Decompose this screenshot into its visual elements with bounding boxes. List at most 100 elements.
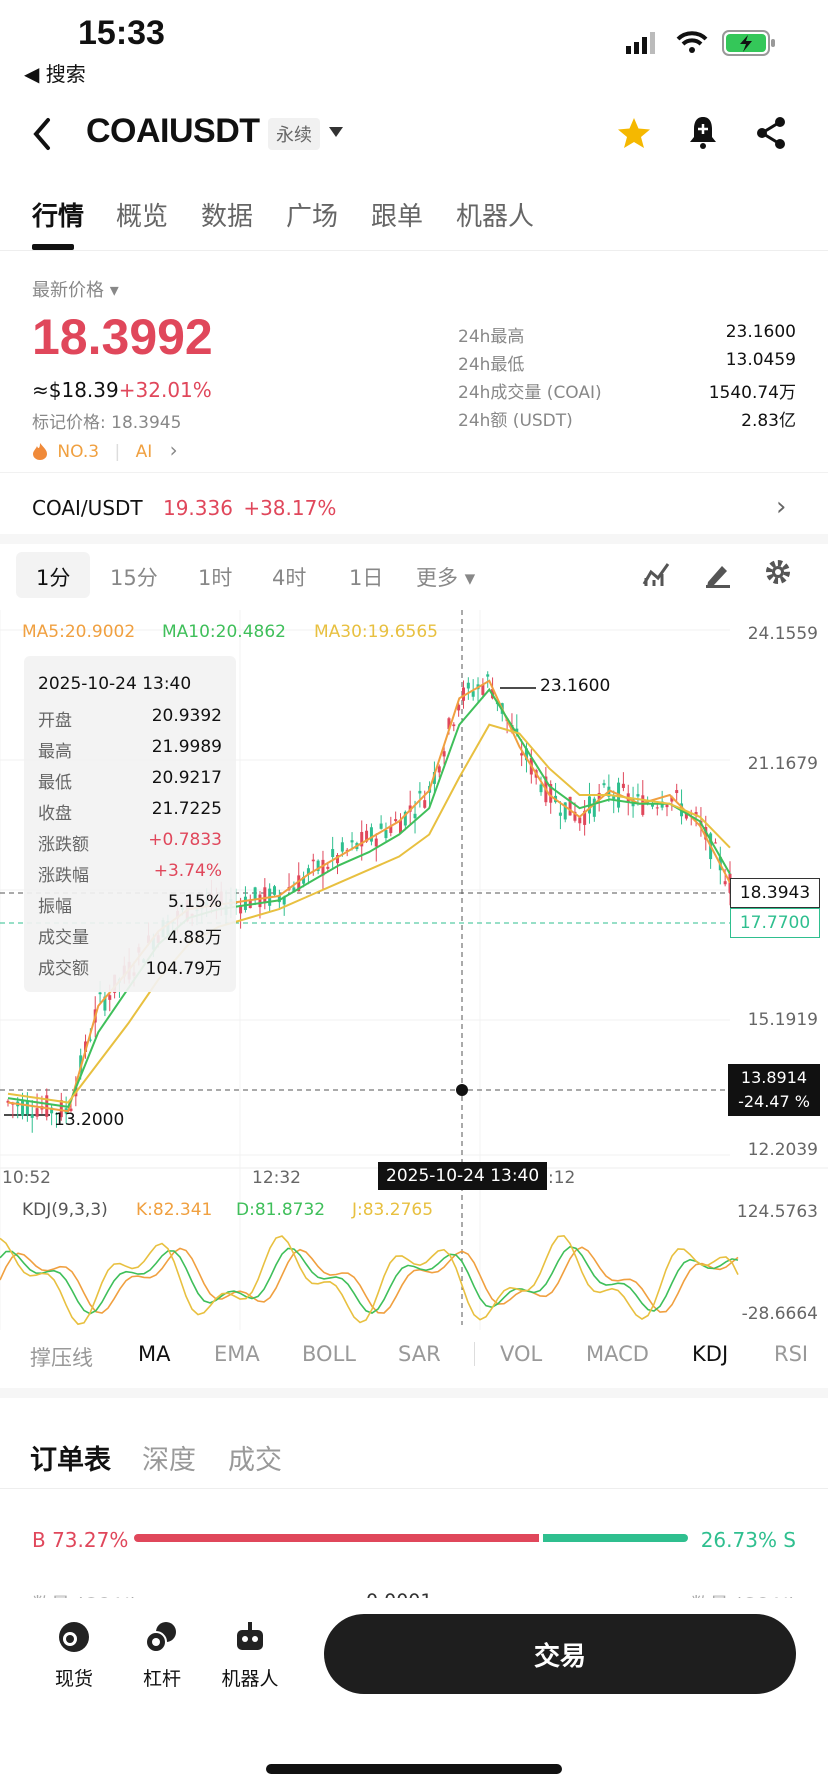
status-time: 15:33 (78, 14, 165, 52)
candle-body (321, 859, 325, 876)
share-icon[interactable] (756, 116, 788, 150)
stat-label-24h-low: 24h最低 (458, 355, 525, 375)
indicator-sar[interactable]: SAR (398, 1342, 441, 1366)
bottom-spot-label: 现货 (54, 1668, 93, 1690)
bottom-spot-button[interactable]: 现货 (34, 1620, 114, 1691)
robot-icon (237, 1622, 263, 1650)
latest-price-selector[interactable]: 最新价格 ▾ (32, 280, 119, 301)
back-icon[interactable] (30, 116, 54, 152)
crosshair-time-tag: 2025-10-24 13:40 (378, 1162, 548, 1190)
tab-data[interactable]: 数据 (201, 202, 254, 232)
tooltip-key: 成交量 (38, 928, 89, 948)
tab-trades[interactable]: 成交 (228, 1445, 282, 1476)
tooltip-time: 2025-10-24 13:40 (38, 674, 222, 694)
home-indicator (266, 1764, 562, 1774)
spot-coin-icon (59, 1622, 89, 1652)
spot-pair-price: 19.336 (162, 496, 233, 520)
indicator-kdj[interactable]: KDJ (692, 1342, 729, 1366)
tooltip-key: 开盘 (38, 711, 72, 731)
tab-market[interactable]: 行情 (32, 202, 85, 232)
price-axis-label: 24.1559 (747, 624, 818, 644)
candle-body (471, 691, 475, 697)
indicator-macd[interactable]: MACD (586, 1342, 649, 1366)
bottom-margin-label: 杠杆 (142, 1668, 181, 1690)
candle-body (602, 783, 606, 786)
indicator-support-resistance[interactable]: 撑压线 (30, 1346, 93, 1370)
indicator-ma[interactable]: MA (138, 1342, 171, 1366)
tab-order-book[interactable]: 订单表 (30, 1445, 111, 1476)
crosshair-price-tag: 13.8914 -24.47 % (728, 1064, 820, 1116)
candle-body (311, 859, 315, 862)
margin-coins-icon (145, 1622, 176, 1653)
candle-body (253, 887, 257, 900)
drawing-pen-icon[interactable] (704, 560, 732, 588)
candle-body (326, 866, 330, 869)
symbol-dropdown-icon[interactable] (328, 126, 344, 138)
candle-body (384, 829, 388, 839)
candle-body (108, 995, 112, 1000)
candle-body (418, 790, 422, 794)
candle-body (592, 798, 596, 817)
tab-depth[interactable]: 深度 (142, 1445, 196, 1476)
interval-1h[interactable]: 1时 (198, 566, 233, 590)
indicator-ema[interactable]: EMA (214, 1342, 260, 1366)
interval-4h[interactable]: 4时 (272, 566, 307, 590)
chart-settings-gear-icon[interactable] (764, 558, 792, 586)
sell-ratio-bar (542, 1534, 688, 1542)
candle-body (316, 860, 320, 871)
candle-body (50, 1107, 54, 1114)
mark-price-axis-tag: 17.7700 (730, 908, 820, 938)
category-tag: AI (135, 442, 153, 462)
candle-body (432, 771, 436, 784)
tooltip-time-value: 2025-10-24 13:40 (38, 674, 192, 694)
interval-15m[interactable]: 15分 (110, 566, 158, 590)
candle-body (563, 802, 567, 820)
candle-body (447, 718, 451, 730)
candle-body (713, 842, 717, 844)
interval-1d[interactable]: 1日 (349, 566, 384, 590)
candle-body (302, 876, 306, 884)
candle-body (423, 800, 427, 808)
candle-body (297, 875, 301, 892)
candle-body (636, 794, 640, 797)
usd-price: ≈$18.39 (32, 378, 119, 402)
kdj-k: K:82.341 (136, 1200, 213, 1220)
bottom-margin-button[interactable]: 杠杆 (122, 1620, 202, 1691)
last-price: 18.3992 (32, 309, 213, 365)
favorite-star-icon[interactable] (616, 116, 652, 150)
indicator-rsi[interactable]: RSI (774, 1342, 809, 1366)
price-alert-bell-icon[interactable] (688, 114, 718, 150)
indicator-boll[interactable]: BOLL (302, 1342, 356, 1366)
spot-pair-link[interactable]: COAI/USDT 19.336 +38.17% (32, 496, 336, 520)
trade-button[interactable]: 交易 (324, 1614, 796, 1694)
tab-overview[interactable]: 概览 (116, 202, 169, 232)
indicator-vol[interactable]: VOL (500, 1342, 543, 1366)
candle-body (461, 687, 465, 701)
chevron-right-icon[interactable]: › (776, 492, 787, 522)
candle-body (292, 887, 296, 893)
indicator-chart-icon[interactable] (642, 560, 672, 588)
interval-more[interactable]: 更多 ▾ (416, 566, 476, 590)
tab-copy-trading[interactable]: 跟单 (371, 202, 424, 232)
divider (0, 250, 828, 251)
tooltip-key: 收盘 (38, 804, 72, 824)
candle-body (69, 1108, 73, 1111)
tooltip-value: 104.79万 (145, 959, 222, 979)
rank-row[interactable]: NO.3 | AI › (32, 438, 178, 462)
back-to-search-link[interactable]: ◀ 搜索 (24, 62, 86, 86)
symbol-title[interactable]: COAIUSDT (86, 112, 260, 150)
rank-label: NO.3 (57, 442, 100, 462)
candle-body (340, 842, 344, 852)
tab-square[interactable]: 广场 (286, 202, 339, 232)
tab-bots[interactable]: 机器人 (456, 202, 535, 232)
bottom-bot-button[interactable]: 机器人 (210, 1620, 290, 1691)
candle-body (694, 812, 698, 817)
kdj-d: D:81.8732 (236, 1200, 326, 1220)
buy-ratio: B 73.27% (32, 1528, 129, 1552)
flame-icon (33, 443, 47, 460)
price-axis-label: 15.1919 (747, 1010, 818, 1030)
ma30-legend: MA30:19.6565 (314, 622, 438, 642)
tooltip-value: 20.9392 (151, 706, 222, 726)
candle-body (374, 838, 378, 847)
interval-1m[interactable]: 1分 (36, 566, 71, 590)
